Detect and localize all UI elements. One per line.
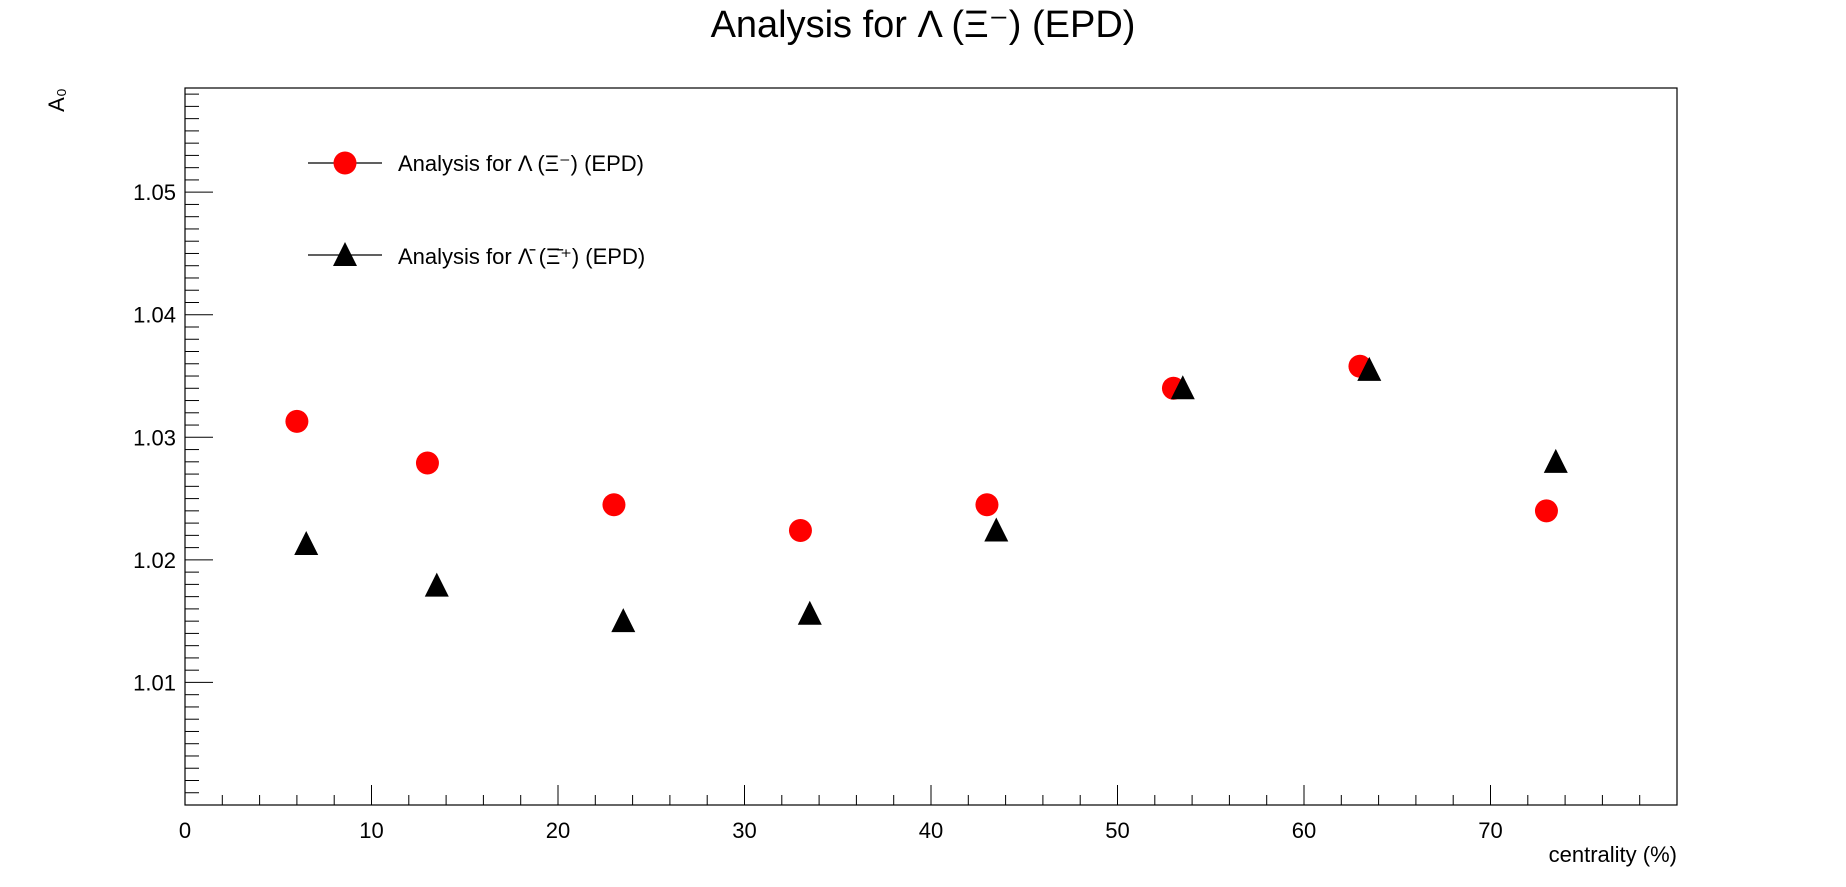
legend-marker-triangle (333, 242, 357, 266)
data-point-circle (975, 493, 999, 517)
legend-entry-antilambda: Analysis for Λ̄ (Ξ̄⁺) (EPD) (308, 242, 645, 269)
x-axis-tick-labels: 0 10 20 30 40 50 60 70 (179, 818, 1503, 843)
x-axis-ticks (184, 785, 1641, 805)
data-point-triangle (611, 608, 636, 633)
data-point-triangle (1543, 448, 1568, 473)
series-lambda-points (285, 354, 1558, 542)
x-tick-label: 20 (546, 818, 570, 843)
plot-frame (184, 87, 1678, 806)
data-point-circle (788, 518, 812, 542)
data-point-triangle (1170, 375, 1195, 400)
x-tick-label: 10 (359, 818, 383, 843)
y-tick-label: 1.05 (133, 180, 176, 205)
legend-entry-lambda: Analysis for Λ (Ξ⁻) (EPD) (308, 151, 644, 176)
data-point-triangle (984, 517, 1009, 542)
y-axis-title: A₀ (44, 88, 69, 112)
x-tick-label: 60 (1292, 818, 1316, 843)
legend-label-lambda: Analysis for Λ (Ξ⁻) (EPD) (398, 151, 644, 176)
data-point-circle (285, 409, 309, 433)
data-point-triangle (1357, 356, 1382, 381)
x-tick-label: 30 (732, 818, 756, 843)
y-axis-tick-labels: 1.01 1.02 1.03 1.04 1.05 (133, 180, 176, 695)
y-tick-label: 1.01 (133, 670, 176, 695)
data-point-circle (1534, 499, 1558, 523)
x-tick-label: 50 (1105, 818, 1129, 843)
x-tick-label: 40 (919, 818, 943, 843)
data-point-circle (602, 493, 626, 517)
y-axis-ticks (185, 93, 213, 794)
y-tick-label: 1.03 (133, 425, 176, 450)
y-tick-label: 1.02 (133, 548, 176, 573)
legend-marker-circle (333, 151, 357, 175)
data-point-triangle (797, 600, 822, 625)
data-point-circle (415, 451, 439, 475)
y-tick-label: 1.04 (133, 303, 176, 328)
x-tick-label: 0 (179, 818, 191, 843)
legend-label-antilambda: Analysis for Λ̄ (Ξ̄⁺) (EPD) (398, 244, 645, 269)
x-axis-title: centrality (%) (1549, 842, 1677, 867)
series-antilambda-points (294, 356, 1568, 633)
data-point-triangle (294, 530, 319, 555)
x-tick-label: 70 (1478, 818, 1502, 843)
chart-title: Analysis for Λ (Ξ⁻) (EPD) (711, 4, 1136, 46)
data-point-triangle (424, 572, 449, 597)
legend: Analysis for Λ (Ξ⁻) (EPD) Analysis for Λ… (308, 151, 645, 269)
